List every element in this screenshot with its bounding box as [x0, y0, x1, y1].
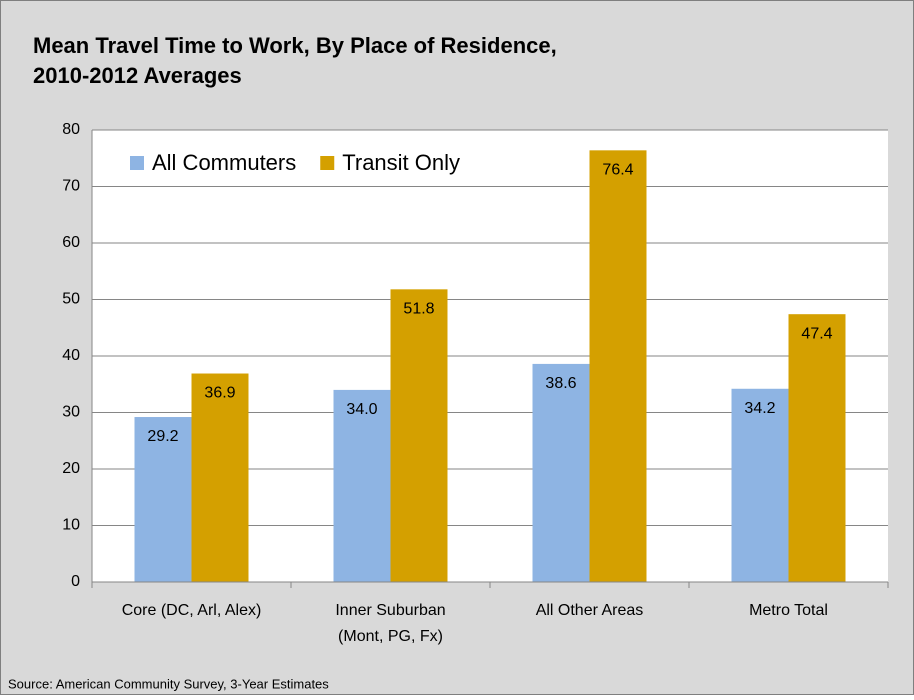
x-tick-label: All Other Areas [536, 602, 644, 619]
bar [134, 417, 192, 582]
value-label: 34.0 [346, 401, 377, 418]
bar [333, 389, 391, 582]
x-tick-label: Inner Suburban (Mont, PG, Fx) [335, 602, 445, 645]
value-label: 76.4 [602, 162, 633, 179]
value-label: 29.2 [147, 428, 178, 445]
y-tick-label: 20 [62, 460, 80, 477]
chart-title: Mean Travel Time to Work, By Place of Re… [33, 33, 557, 88]
value-label: 51.8 [403, 301, 434, 318]
legend-label: All Commuters [152, 150, 296, 175]
value-label: 38.6 [545, 375, 576, 392]
y-tick-label: 80 [62, 121, 80, 138]
bar [532, 363, 590, 582]
y-tick-label: 30 [62, 404, 80, 421]
y-tick-label: 60 [62, 234, 80, 251]
legend-swatch [320, 156, 335, 170]
bar [191, 373, 249, 582]
legend-label: Transit Only [342, 150, 460, 175]
y-tick-label: 50 [62, 291, 80, 308]
value-label: 34.2 [744, 400, 775, 417]
y-tick-label: 10 [62, 517, 80, 534]
x-tick-label: Core (DC, Arl, Alex) [122, 602, 262, 619]
value-label: 36.9 [204, 385, 235, 402]
source-note: Source: American Community Survey, 3-Yea… [8, 676, 329, 691]
bar [390, 289, 448, 582]
bar [788, 314, 846, 582]
y-tick-label: 40 [62, 347, 80, 364]
bar [589, 150, 647, 582]
value-label: 47.4 [801, 325, 832, 342]
x-tick-label: Metro Total [749, 602, 828, 619]
y-tick-label: 0 [71, 573, 80, 590]
y-tick-label: 70 [62, 178, 80, 195]
legend-swatch [130, 156, 144, 170]
bar [731, 388, 789, 582]
